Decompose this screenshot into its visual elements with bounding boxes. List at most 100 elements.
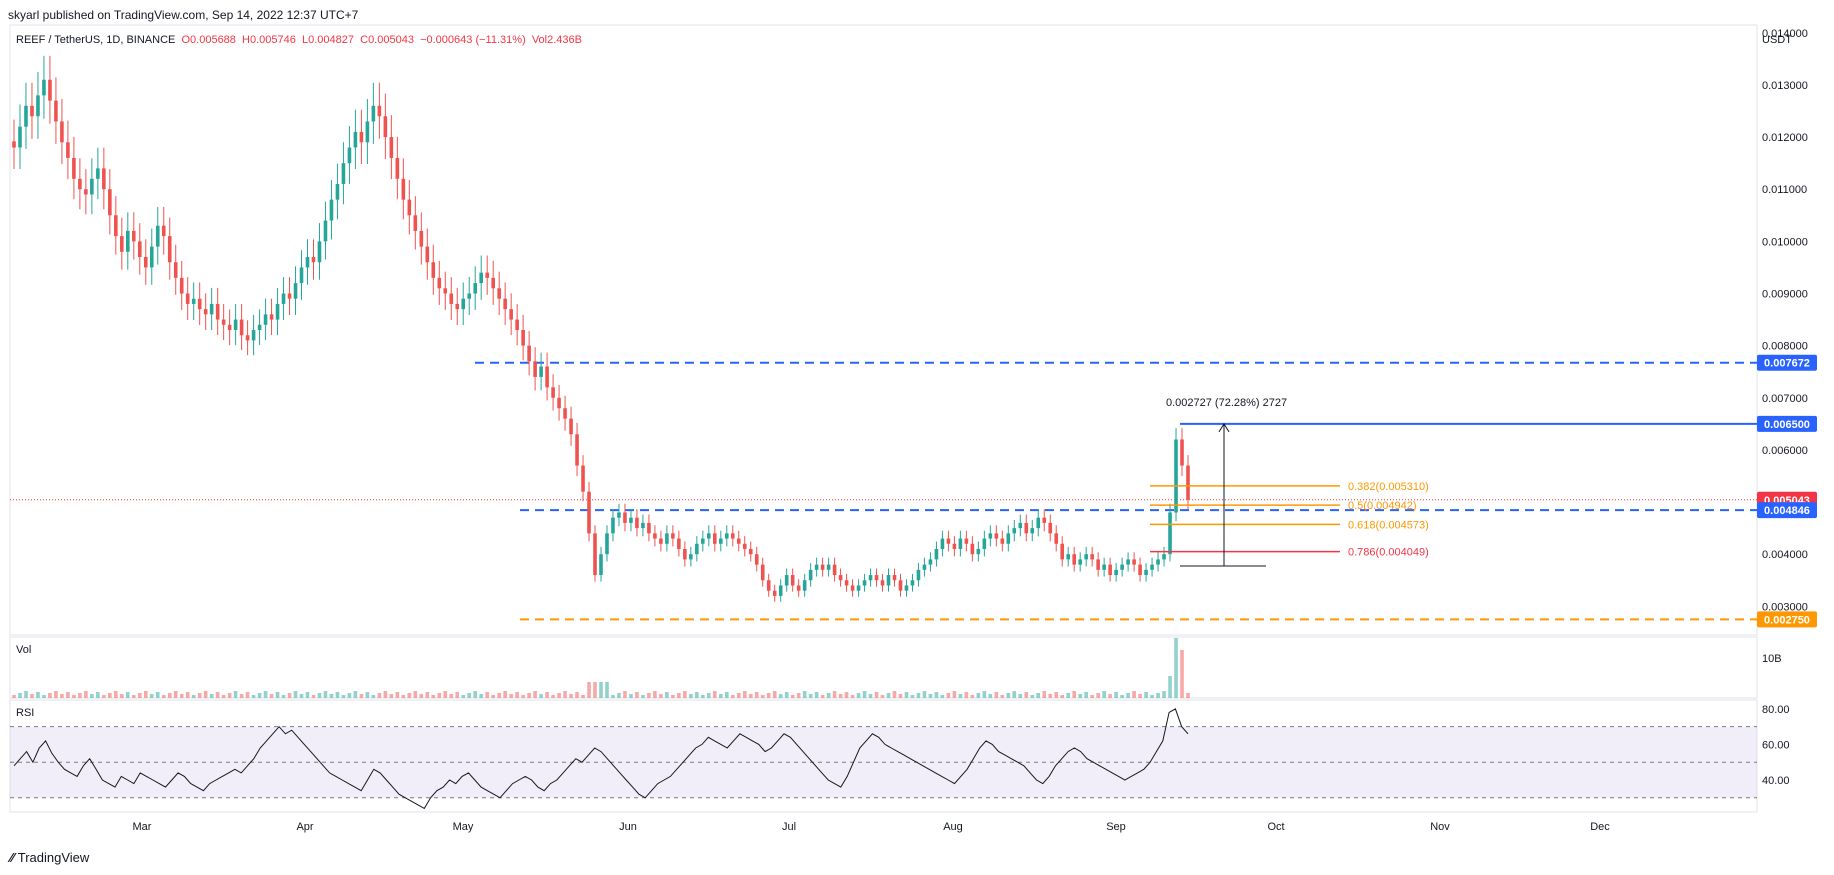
candle-body: [653, 533, 657, 539]
volume-bar: [269, 694, 274, 698]
volume-bar: [892, 691, 897, 698]
volume-bar: [287, 693, 292, 698]
candle-body: [305, 257, 310, 268]
volume-bar: [389, 694, 394, 698]
candle-body: [856, 585, 861, 591]
volume-bar: [491, 695, 495, 698]
volume-bar: [796, 693, 801, 698]
volume-bar: [647, 693, 651, 698]
volume-bar: [329, 694, 334, 698]
price-badge: [1757, 502, 1817, 519]
volume-bar: [742, 691, 747, 698]
candle-body: [485, 272, 489, 278]
tradingview-logo[interactable]: ⁄⁄ TradingView: [10, 850, 89, 865]
candle-body: [473, 283, 478, 294]
volume-bar: [239, 694, 244, 698]
volume-bar: [137, 693, 142, 698]
volume-bar: [1168, 676, 1172, 698]
candle-body: [389, 137, 394, 158]
x-tick-label: Oct: [1267, 821, 1284, 833]
volume-bar: [928, 694, 933, 698]
candle-body: [269, 314, 274, 320]
volume-bar: [790, 695, 795, 698]
candle-body: [167, 236, 172, 263]
candle-body: [665, 533, 669, 544]
volume-bar: [48, 693, 52, 698]
volume-bar: [245, 692, 250, 698]
candle-body: [341, 163, 346, 185]
candle-body: [940, 538, 945, 549]
volume-bar: [72, 695, 76, 698]
volume-bar: [1000, 695, 1005, 698]
volume-bar: [629, 694, 633, 698]
volume-bar: [784, 692, 789, 698]
candle-body: [407, 199, 412, 216]
volume-bar: [359, 694, 364, 698]
volume-bar: [760, 695, 765, 698]
volume-bar: [683, 691, 687, 698]
candle-body: [1030, 528, 1035, 534]
volume-bar: [1180, 650, 1184, 698]
volume-bar: [868, 694, 873, 698]
volume-bar: [305, 692, 310, 698]
volume-bar: [832, 691, 837, 698]
candle-body: [161, 225, 166, 237]
volume-bar: [958, 694, 963, 698]
volume-bar: [155, 692, 160, 698]
candle-body: [934, 548, 939, 560]
volume-bar: [988, 694, 993, 698]
volume-bar: [1006, 693, 1011, 698]
candle-body: [497, 288, 501, 299]
candle-body: [683, 548, 687, 560]
candle-body: [108, 189, 112, 216]
rsi-tick-label: 80.00: [1762, 704, 1790, 716]
volume-bar: [317, 693, 322, 698]
candle-body: [1090, 554, 1094, 560]
volume-bar: [946, 693, 951, 698]
candle-body: [185, 293, 190, 304]
volume-bar: [126, 692, 130, 698]
candle-body: [946, 538, 951, 544]
volume-bar: [611, 695, 615, 698]
volume-bar: [880, 695, 885, 698]
volume-bar: [497, 693, 501, 698]
candle-body: [1036, 517, 1041, 529]
volume-bar: [335, 692, 340, 698]
x-tick-label: Aug: [943, 821, 963, 833]
candle-body: [48, 79, 52, 101]
volume-bar: [689, 694, 693, 698]
candle-body: [287, 293, 292, 299]
symbol-name[interactable]: REEF / TetherUS, 1D, BINANCE: [16, 34, 176, 46]
open-value: O0.005688: [181, 34, 236, 46]
volume-value: Vol2.436B: [531, 34, 582, 46]
candle-body: [796, 585, 801, 591]
volume-bar: [748, 694, 753, 698]
candle-body: [952, 543, 957, 549]
price-badge-label: 0.006500: [1764, 419, 1810, 431]
volume-bar: [916, 693, 921, 698]
volume-bar: [84, 691, 88, 698]
volume-bar: [551, 695, 555, 698]
volume-tick-label: 10B: [1762, 653, 1782, 665]
rsi-line: [13, 708, 1189, 810]
volume-bar: [557, 693, 561, 698]
symbol-legend: REEF / TetherUS, 1D, BINANCE O0.005688 H…: [16, 34, 582, 46]
volume-bar: [383, 691, 388, 698]
volume-bar: [263, 691, 268, 698]
candle-body: [659, 538, 663, 544]
volume-bar: [90, 694, 94, 698]
candle-body: [1048, 522, 1053, 534]
measure-arrow: [1218, 422, 1230, 433]
volume-bar: [874, 692, 879, 698]
candle-body: [149, 246, 154, 268]
candle-body: [126, 230, 130, 252]
volume-bar: [1078, 694, 1082, 698]
x-tick-label: May: [453, 821, 474, 833]
volume-bar: [18, 693, 22, 698]
volume-bar: [754, 692, 759, 698]
volume-bar: [1060, 695, 1065, 698]
candle-body: [545, 366, 549, 388]
volume-bar: [257, 693, 262, 698]
volume-bar: [108, 693, 112, 698]
